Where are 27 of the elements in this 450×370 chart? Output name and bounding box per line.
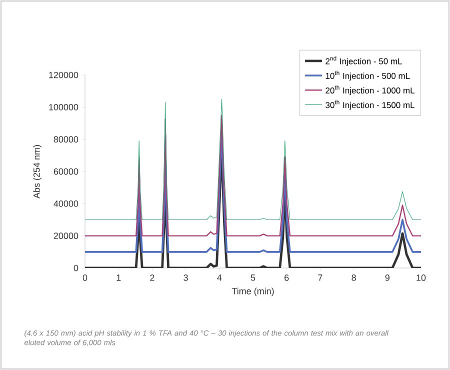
x-tick-label: 0 bbox=[82, 274, 88, 281]
y-tick-label: 60000 bbox=[54, 168, 78, 175]
x-tick-label: 4 bbox=[217, 274, 222, 281]
x-tick-label: 1 bbox=[116, 274, 121, 281]
legend-label: 2$^{nd}$ Injection - 50 mL bbox=[326, 56, 402, 66]
legend-label: 30$^{th}$ Injection - 1500 mL bbox=[326, 100, 415, 110]
legend-label: 10$^{th}$ Injection - 500 mL bbox=[326, 70, 410, 81]
x-tick-label: 2 bbox=[150, 274, 154, 281]
y-axis-title: Abs (254 nm) bbox=[33, 145, 42, 198]
y-tick-label: 120000 bbox=[49, 72, 78, 78]
x-tick-label: 8 bbox=[352, 274, 356, 281]
x-tick-label: 7 bbox=[318, 274, 322, 281]
y-tick-label: 100000 bbox=[49, 104, 78, 110]
legend-label: 20$^{th}$ Injection - 1000 mL bbox=[326, 85, 415, 96]
x-tick-label: 6 bbox=[284, 274, 289, 281]
line-series bbox=[85, 98, 422, 220]
x-axis-title: Time (min) bbox=[232, 288, 274, 296]
x-tick-label: 10 bbox=[416, 274, 426, 281]
y-tick-label: 0 bbox=[74, 264, 78, 272]
line-series bbox=[85, 114, 422, 236]
x-tick-label: 9 bbox=[385, 274, 390, 281]
y-tick-label: 40000 bbox=[54, 200, 78, 207]
y-tick-label: 20000 bbox=[54, 232, 78, 240]
y-tick-label: 80000 bbox=[54, 136, 78, 143]
x-tick-label: 3 bbox=[184, 274, 188, 281]
x-tick-label: 5 bbox=[250, 274, 256, 281]
line-series bbox=[85, 131, 422, 253]
